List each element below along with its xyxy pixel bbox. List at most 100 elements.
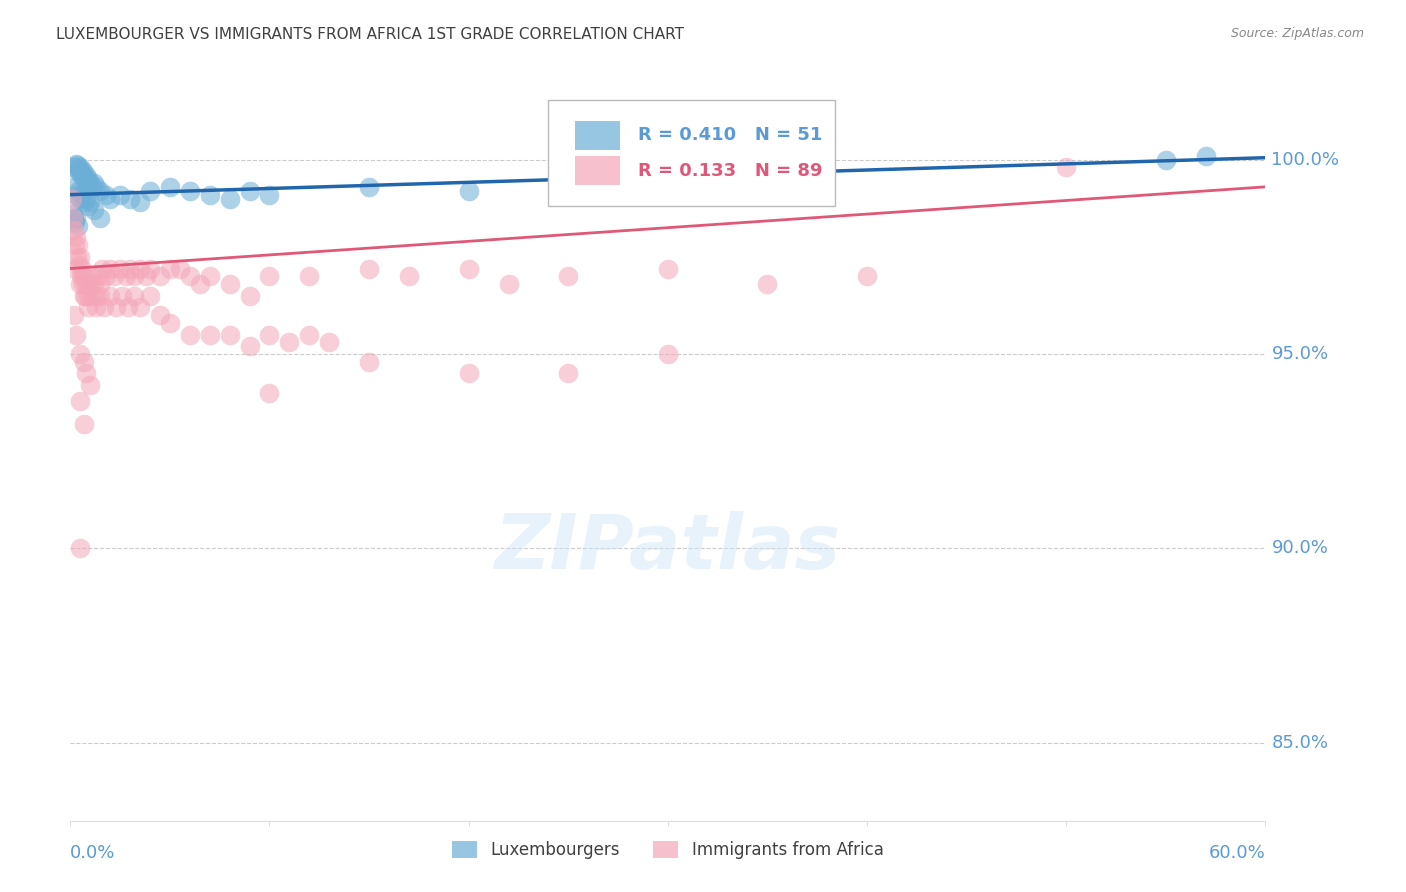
Point [122,269,145,284]
Point [69,192,91,206]
Point [79,277,101,291]
Text: 95.0%: 95.0% [1271,345,1329,363]
Text: 90.0%: 90.0% [1271,540,1329,558]
Point [188,277,211,291]
Point [122,289,145,303]
Point [239,184,262,198]
Point [259,327,281,342]
Point [60,192,83,206]
Point [557,269,579,284]
Point [63,211,86,225]
Point [77,301,100,315]
Point [82,179,104,194]
Point [96,187,118,202]
Point [87,269,110,284]
Point [115,269,138,284]
Bar [575,156,620,186]
Point [856,269,879,284]
Point [75,170,97,185]
Point [98,289,121,303]
Point [179,184,201,198]
Text: 60.0%: 60.0% [1209,844,1265,862]
Point [73,269,96,284]
Point [120,261,141,276]
Point [75,277,97,291]
Point [70,166,93,180]
Point [135,269,157,284]
Point [117,301,139,315]
Point [65,230,87,244]
Point [139,289,162,303]
Point [278,335,301,350]
Point [79,195,101,210]
Point [69,161,91,175]
Point [239,289,262,303]
Point [73,417,96,431]
Point [457,367,479,381]
Point [498,277,520,291]
Point [1054,161,1077,175]
Point [298,269,321,284]
Point [557,367,579,381]
Point [63,179,86,194]
Point [67,164,90,178]
FancyBboxPatch shape [548,101,835,207]
Point [239,339,262,353]
Point [359,261,381,276]
Point [62,211,84,225]
Point [69,393,91,408]
Point [98,192,121,206]
Point [457,184,479,198]
Point [259,187,281,202]
Point [198,269,221,284]
Point [89,289,111,303]
Point [75,289,97,303]
Point [318,335,340,350]
Point [259,269,281,284]
Point [93,301,115,315]
Point [218,277,240,291]
Point [96,269,118,284]
Text: Source: ZipAtlas.com: Source: ZipAtlas.com [1230,27,1364,40]
Point [108,261,131,276]
Point [82,269,104,284]
Point [69,347,91,361]
Point [69,541,91,556]
Point [73,289,96,303]
Point [67,238,90,252]
Point [69,250,91,264]
Point [91,261,114,276]
Point [66,159,89,173]
Point [65,238,87,252]
Text: ZIPatlas: ZIPatlas [495,511,841,585]
Point [1195,149,1218,163]
Text: 85.0%: 85.0% [1271,734,1329,752]
Point [398,269,420,284]
Point [62,207,84,221]
Point [83,277,105,291]
Point [70,261,93,276]
Point [77,172,100,186]
Point [65,211,87,225]
Point [75,367,97,381]
Point [259,386,281,401]
Point [169,261,191,276]
Text: 100.0%: 100.0% [1271,151,1340,169]
Point [73,195,96,210]
Point [657,261,679,276]
Point [457,261,479,276]
Point [77,289,100,303]
Point [65,327,87,342]
Point [67,184,90,198]
Point [82,289,104,303]
Text: 0.0%: 0.0% [70,844,115,862]
Point [76,176,98,190]
Point [63,222,86,236]
Point [1154,153,1177,167]
Point [63,308,86,322]
Point [159,179,181,194]
Point [84,301,107,315]
Point [70,187,93,202]
Point [105,301,128,315]
Point [70,269,93,284]
